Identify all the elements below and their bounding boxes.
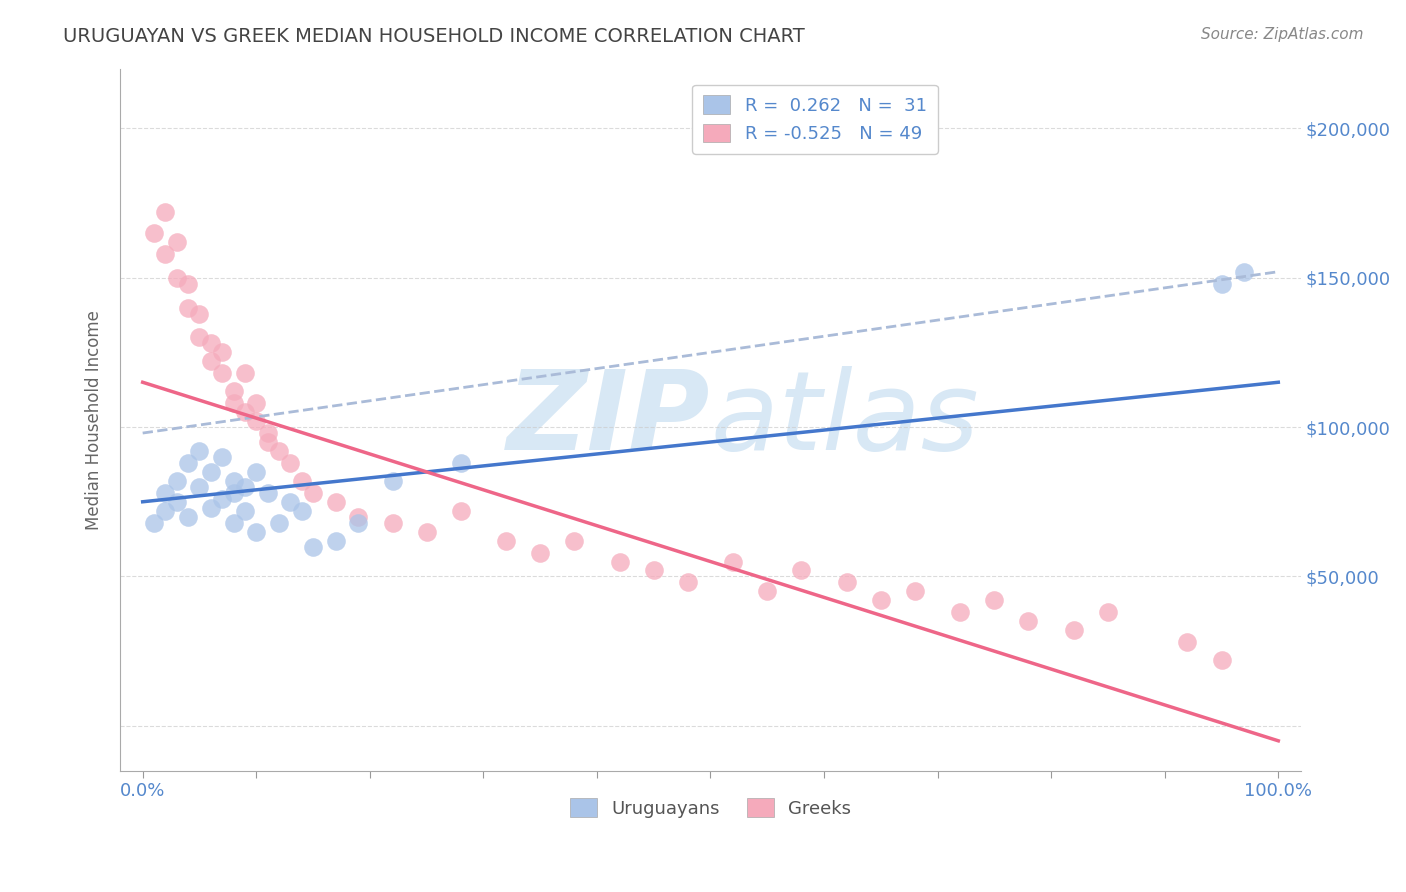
Point [1211,277,1233,291]
Point [1097,605,1119,619]
Point [200,500,222,515]
Point [188,330,211,344]
Point [177,301,200,315]
Point [177,509,200,524]
Point [1017,615,1039,629]
Point [222,474,245,488]
Point [222,396,245,410]
Point [291,474,314,488]
Point [211,450,233,464]
Point [166,474,188,488]
Point [562,533,585,548]
Point [222,485,245,500]
Point [347,509,370,524]
Point [291,504,314,518]
Point [245,396,267,410]
Point [325,495,347,509]
Text: Source: ZipAtlas.com: Source: ZipAtlas.com [1201,27,1364,42]
Text: ZIP: ZIP [508,366,710,473]
Point [529,545,551,559]
Point [1211,653,1233,667]
Point [155,485,177,500]
Point [211,366,233,380]
Point [676,575,699,590]
Point [211,345,233,359]
Point [756,584,779,599]
Point [143,226,166,240]
Point [381,474,404,488]
Point [721,555,744,569]
Point [177,277,200,291]
Point [233,480,256,494]
Point [415,524,437,539]
Point [835,575,858,590]
Point [166,495,188,509]
Point [904,584,927,599]
Text: URUGUAYAN VS GREEK MEDIAN HOUSEHOLD INCOME CORRELATION CHART: URUGUAYAN VS GREEK MEDIAN HOUSEHOLD INCO… [63,27,806,45]
Point [256,425,278,440]
Point [155,246,177,260]
Point [1177,635,1199,649]
Text: atlas: atlas [710,366,979,473]
Point [381,516,404,530]
Point [278,456,301,470]
Point [200,336,222,351]
Point [222,384,245,399]
Point [450,456,472,470]
Point [495,533,517,548]
Point [450,504,472,518]
Point [245,414,267,428]
Point [278,495,301,509]
Legend: Uruguayans, Greeks: Uruguayans, Greeks [562,791,859,825]
Point [949,605,972,619]
Point [143,516,166,530]
Point [233,405,256,419]
Point [233,504,256,518]
Y-axis label: Median Household Income: Median Household Income [86,310,103,530]
Point [200,354,222,368]
Point [155,504,177,518]
Point [256,485,278,500]
Point [166,270,188,285]
Point [643,564,665,578]
Point [347,516,370,530]
Point [302,540,325,554]
Point [188,480,211,494]
Point [302,485,325,500]
Point [177,456,200,470]
Point [325,533,347,548]
Point [267,516,290,530]
Point [869,593,891,607]
Point [267,444,290,458]
Point [211,491,233,506]
Point [790,564,813,578]
Point [609,555,631,569]
Point [245,524,267,539]
Point [155,205,177,219]
Point [233,366,256,380]
Point [188,306,211,320]
Point [1233,265,1256,279]
Point [188,444,211,458]
Point [1063,624,1085,638]
Point [983,593,1005,607]
Point [166,235,188,249]
Point [200,465,222,479]
Point [222,516,245,530]
Point [245,465,267,479]
Point [256,435,278,450]
